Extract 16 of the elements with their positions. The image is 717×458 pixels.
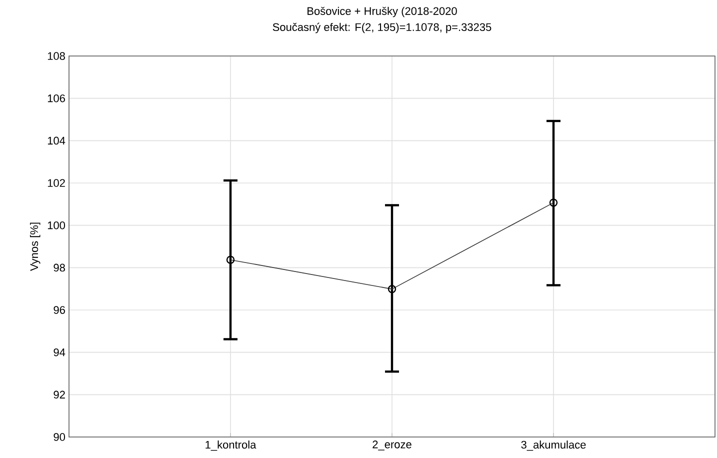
y-tick-label: 106 xyxy=(48,94,65,102)
y-tick-label: 96 xyxy=(54,306,65,314)
y-tick-label: 108 xyxy=(48,52,65,60)
y-tick-label: 90 xyxy=(54,433,66,441)
y-tick-label: 102 xyxy=(48,179,65,187)
y-tick-label: 92 xyxy=(54,390,65,399)
y-tick-label: 94 xyxy=(54,348,66,356)
y-tick-label: 104 xyxy=(48,136,66,145)
y-tick-label: 100 xyxy=(48,221,66,230)
x-tick-label: 2_eroze xyxy=(372,440,412,450)
chart-title: Bošovice + Hrušky (2018-2020 xyxy=(308,6,457,18)
chart-subtitle: Současný efekt: F(2, 195)=1.1078, p=.33235 xyxy=(272,22,492,34)
y-axis-title: Vynos [%] xyxy=(30,222,40,272)
x-tick-label: 1_kontrola xyxy=(206,440,256,451)
y-tick-label: 98 xyxy=(54,264,65,272)
x-tick-label: 3_akumulace xyxy=(521,440,586,451)
